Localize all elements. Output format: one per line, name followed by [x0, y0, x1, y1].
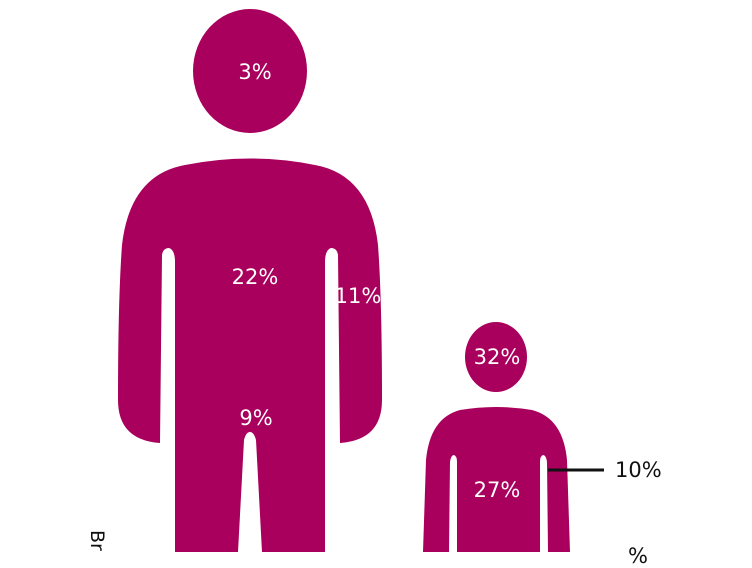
child-head-label: 32%	[473, 345, 521, 369]
child-lower-label: %	[628, 544, 648, 568]
adult-head-label: 3%	[238, 60, 272, 84]
child-body	[423, 407, 570, 552]
adult-head	[193, 9, 307, 133]
adult-arm-label: 11%	[334, 284, 382, 308]
child-head	[465, 322, 527, 392]
figures	[118, 9, 604, 552]
child-arm-label: 10%	[615, 458, 662, 482]
adult-legs-label: 9%	[239, 406, 273, 430]
adult-torso-label: 22%	[231, 265, 279, 289]
side-text: Br	[86, 530, 108, 551]
adult-body	[118, 158, 382, 552]
child-torso-label: 27%	[473, 478, 521, 502]
